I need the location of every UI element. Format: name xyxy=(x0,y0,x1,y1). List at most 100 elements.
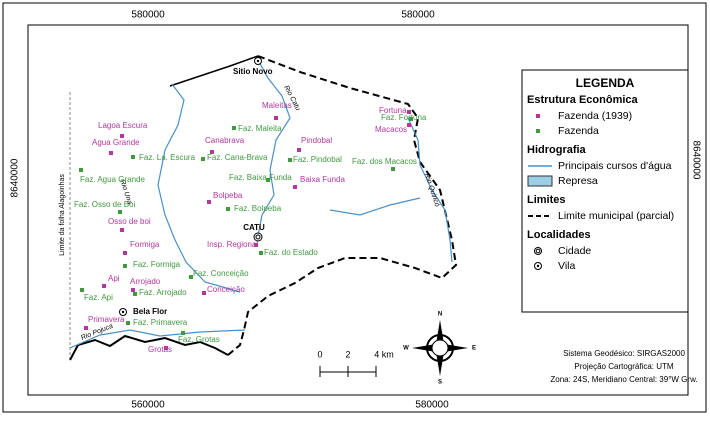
fazenda-marker xyxy=(266,178,270,182)
legend-title: LEGENDA xyxy=(576,76,635,90)
fazenda-1939-label: Fortuna xyxy=(379,106,407,115)
fazenda-label: Faz. Agua Grande xyxy=(80,175,145,184)
fazenda-marker xyxy=(123,264,127,268)
fazenda-marker xyxy=(79,168,83,172)
city-symbol xyxy=(255,234,261,240)
coord-label: 8640000 xyxy=(690,141,701,180)
fazenda-1939-label: Arrojado xyxy=(130,277,161,286)
legend-label: Fazenda (1939) xyxy=(558,110,632,122)
note: Projeção Cartográfica: UTM xyxy=(574,362,673,371)
fazenda-1939-marker xyxy=(293,185,297,189)
legend-symbol-inner xyxy=(535,248,541,254)
legend-label: Represa xyxy=(558,175,598,187)
compass-letter: E xyxy=(472,346,476,352)
coord-label: 580000 xyxy=(415,400,449,411)
fazenda-label: Faz. Baixa Funda xyxy=(229,173,292,182)
fazenda-marker xyxy=(201,157,205,161)
legend-symbol xyxy=(534,262,542,270)
legend-swatch xyxy=(527,175,553,187)
village-label: Sitio Novo xyxy=(233,67,273,76)
fazenda-marker xyxy=(80,288,84,292)
outer-frame xyxy=(2,2,707,413)
fazenda-1939-label: Macacos xyxy=(375,125,407,134)
fazenda-1939-marker xyxy=(164,346,168,350)
fazenda-1939-marker xyxy=(407,123,411,127)
coord-label: 580000 xyxy=(131,10,165,21)
legend-symbol-inner xyxy=(536,264,540,268)
fazenda-1939-label: Agua Grande xyxy=(92,138,140,147)
fazenda-label: Faz. Pindobal xyxy=(293,155,342,164)
fazenda-label: Faz. Primavera xyxy=(133,318,188,327)
fazenda-1939-marker xyxy=(297,148,301,152)
legend-section: Hidrografia xyxy=(527,144,587,156)
village-label: Bela Flor xyxy=(133,307,167,316)
fazenda-1939-marker xyxy=(84,326,88,330)
fazenda-label: Faz. La. Escura xyxy=(139,153,196,162)
fazenda-1939-marker xyxy=(274,116,278,120)
compass-letter: S xyxy=(438,380,442,386)
fazenda-1939-label: Lagoa Escura xyxy=(98,121,148,130)
fazenda-1939-marker xyxy=(102,284,106,288)
legend-marker xyxy=(536,114,540,118)
fazenda-1939-marker xyxy=(109,151,113,155)
river-una xyxy=(157,83,241,293)
village-dot xyxy=(256,59,260,63)
municipal-limit-bottom xyxy=(69,334,229,361)
fazenda-1939-label: Grotas xyxy=(148,345,172,354)
fazenda-1939-label: Primavera xyxy=(88,315,125,324)
scale-label: 2 xyxy=(345,349,350,359)
legend-symbol xyxy=(534,247,542,255)
fazenda-marker xyxy=(131,155,135,159)
fazenda-1939-label: Conceição xyxy=(207,285,245,294)
fazenda-1939-label: Api xyxy=(108,274,120,283)
legend-marker xyxy=(536,129,540,133)
note: Zona: 24S, Meridiano Central: 39°W Grw. xyxy=(550,375,697,384)
fazenda-marker xyxy=(259,251,263,255)
scale-label: 4 km xyxy=(374,349,394,359)
fazenda-label: Faz. do Estado xyxy=(264,248,318,257)
fazenda-1939-label: Formiga xyxy=(130,240,160,249)
fazenda-label: Faz. Grotas xyxy=(178,335,220,344)
fazenda-1939-marker xyxy=(254,243,258,247)
compass-letter: N xyxy=(438,312,442,318)
fazenda-1939-marker xyxy=(120,134,124,138)
fazenda-marker xyxy=(226,207,230,211)
fazenda-marker xyxy=(189,275,193,279)
fazenda-label: Faz. Formiga xyxy=(133,260,181,269)
legend-label: Limite municipal (parcial) xyxy=(558,210,674,222)
legend-section: Limites xyxy=(527,194,566,206)
fazenda-marker xyxy=(118,210,122,214)
coord-label: 8640000 xyxy=(10,158,21,197)
village-dot xyxy=(121,310,125,314)
fazenda-label: Faz. Osso de Boi xyxy=(74,200,136,209)
city-label: CATU xyxy=(243,223,265,232)
river-pojuca xyxy=(69,329,246,349)
river-tributary xyxy=(329,197,421,216)
fazenda-1939-label: Baixa Funda xyxy=(300,175,345,184)
river-catu xyxy=(257,59,291,237)
compass-letter: W xyxy=(403,346,409,352)
sheet-limit-label: Limite da folha Alagoinhas xyxy=(59,174,66,256)
fazenda-marker xyxy=(181,331,185,335)
fazenda-label: Faz. Fortuna xyxy=(381,113,427,122)
coord-label: 580000 xyxy=(401,10,435,21)
legend-label: Cidade xyxy=(558,245,591,257)
scale-label: 0 xyxy=(317,349,322,359)
legend-box xyxy=(521,69,689,313)
legend-label: Principais cursos d'água xyxy=(558,160,672,172)
note: Sistema Geodésico: SIRGAS2000 xyxy=(563,349,685,358)
city-symbol xyxy=(253,232,263,242)
legend: LEGENDA Estrutura Econômica Fazenda (1939… xyxy=(521,69,689,313)
fazenda-1939-label: Pindobal xyxy=(301,136,332,145)
fazenda-marker xyxy=(232,126,236,130)
fazenda-label: Faz. dos Macacos xyxy=(352,157,417,166)
fazenda-label: Faz. Arrojado xyxy=(139,288,187,297)
fazenda-marker xyxy=(133,292,137,296)
fazenda-1939-label: Insp. Regional xyxy=(207,240,258,249)
coord-label: 560000 xyxy=(131,400,165,411)
fazenda-marker xyxy=(409,117,413,121)
fazenda-label: Faz. Api xyxy=(84,293,113,302)
fazenda-label: Faz. Conceição xyxy=(193,269,249,278)
fazenda-1939-marker xyxy=(407,110,411,114)
